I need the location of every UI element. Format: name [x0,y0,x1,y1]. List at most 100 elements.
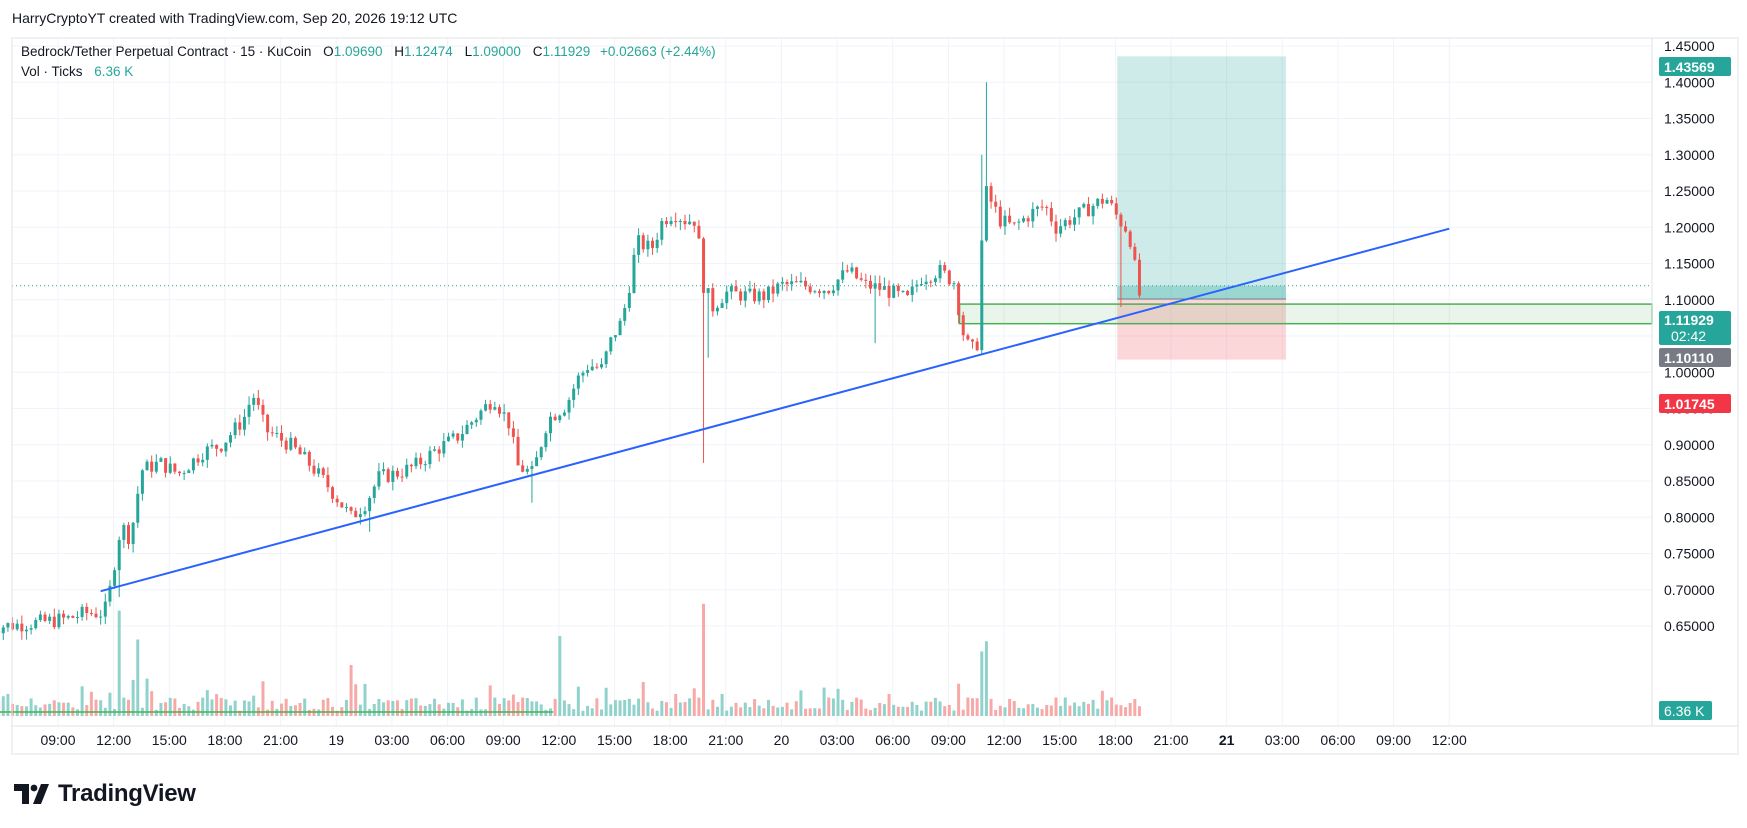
price-axis-label: 0.70000 [1664,582,1715,598]
candle-body [1082,203,1086,208]
volume-bar [590,708,594,716]
time-axis-label: 12:00 [541,732,576,748]
candle-body [423,464,427,466]
volume-bar [697,697,701,716]
volume-value-text: 6.36 K [1664,703,1705,719]
legend-low-label: L [465,44,473,59]
candle-body [558,415,562,421]
volume-bar [502,698,506,716]
volume-bar [1068,705,1072,716]
candle-body [85,606,89,614]
candle-body [252,397,256,405]
candle-body [678,220,682,222]
price-axis-label: 0.90000 [1664,437,1715,453]
volume-bar [757,705,761,716]
candle-body [841,270,845,280]
volume-bar [850,701,854,716]
candle-body [790,281,794,285]
stop-price-text: 1.01745 [1664,396,1715,412]
volume-bar [762,708,766,716]
candle-body [20,623,24,632]
support-zone[interactable] [958,303,1653,325]
volume-bar [924,701,928,716]
candle-body [219,448,223,452]
candle-body [980,240,984,351]
time-axis-label: 03:00 [1265,732,1300,748]
volume-bar [29,698,33,716]
volume-bar [423,705,427,716]
volume-bar [1096,708,1100,716]
candle-body [576,375,580,389]
candle-body [75,616,79,618]
volume-bar [168,697,172,716]
volume-bar [771,705,775,716]
volume-bar [920,710,924,716]
volume-bar [595,698,599,716]
candle-body [771,286,775,294]
candle-body [947,270,951,285]
candle-body [442,441,446,454]
volume-bar [293,705,297,716]
candle-body [804,280,808,287]
candle-body [1133,246,1137,260]
candle-body [38,614,42,621]
volume-bar [748,707,752,716]
volume-bar [831,698,835,716]
candle-body [808,286,812,293]
tradingview-logo[interactable]: TradingView [14,780,196,808]
volume-bar [266,709,270,716]
candle-body [196,458,200,463]
price-axis[interactable]: 1.45000 1.40000 1.35000 1.30000 1.25000 1.200… [1664,38,1715,634]
price-axis-label: 1.00000 [1664,364,1715,380]
volume-bar [43,704,47,716]
candle-body [159,458,163,462]
volume-bar [511,694,515,716]
time-axis[interactable]: 09:00 12:00 15:00 18:00 21:00 19 03:00 06:00 09:… [40,732,1466,748]
candle-body [11,623,15,630]
candle-body [613,335,617,338]
volume-bar [451,702,455,716]
trendline[interactable] [100,227,1450,593]
volume-bar [474,697,478,716]
volume-bar [242,700,246,716]
candle-body [284,440,288,450]
volume-bar [947,704,951,716]
volume-bar [465,710,469,716]
long-position-tool[interactable] [1117,56,1287,360]
candle-body [1086,203,1090,217]
candle-body [131,522,135,544]
candle-body [340,502,344,508]
candle-body [743,291,747,301]
candle-body [595,366,599,368]
volume-bar [688,698,692,716]
candle-body [720,303,724,308]
candle-body [702,238,706,293]
volume-bar [270,700,274,716]
candle-body [933,278,937,282]
volume-bar [136,639,140,716]
loss-zone [1117,298,1287,360]
volume-bar [238,710,242,716]
candle-body [627,292,631,308]
candle-body [920,284,924,286]
volume-bar [173,698,177,716]
candle-body [586,370,590,373]
volume-bar [901,706,905,716]
legend-open-label: O [323,44,334,59]
candle-body [266,414,270,433]
volume-bar [1082,701,1086,716]
candles [0,82,1141,641]
time-axis-label: 09:00 [40,732,75,748]
volume-bar [845,709,849,716]
volume-bar [817,708,821,716]
volume-bar [377,698,381,716]
legend-row-1: Bedrock/Tether Perpetual Contract · 15 ·… [21,44,716,59]
candle-body [882,286,886,290]
candle-body [961,315,965,336]
volume-bar [1077,706,1081,716]
candle-body [864,279,868,281]
candle-body [553,416,557,421]
volume-bar [62,702,66,716]
volume-bar [892,704,896,716]
